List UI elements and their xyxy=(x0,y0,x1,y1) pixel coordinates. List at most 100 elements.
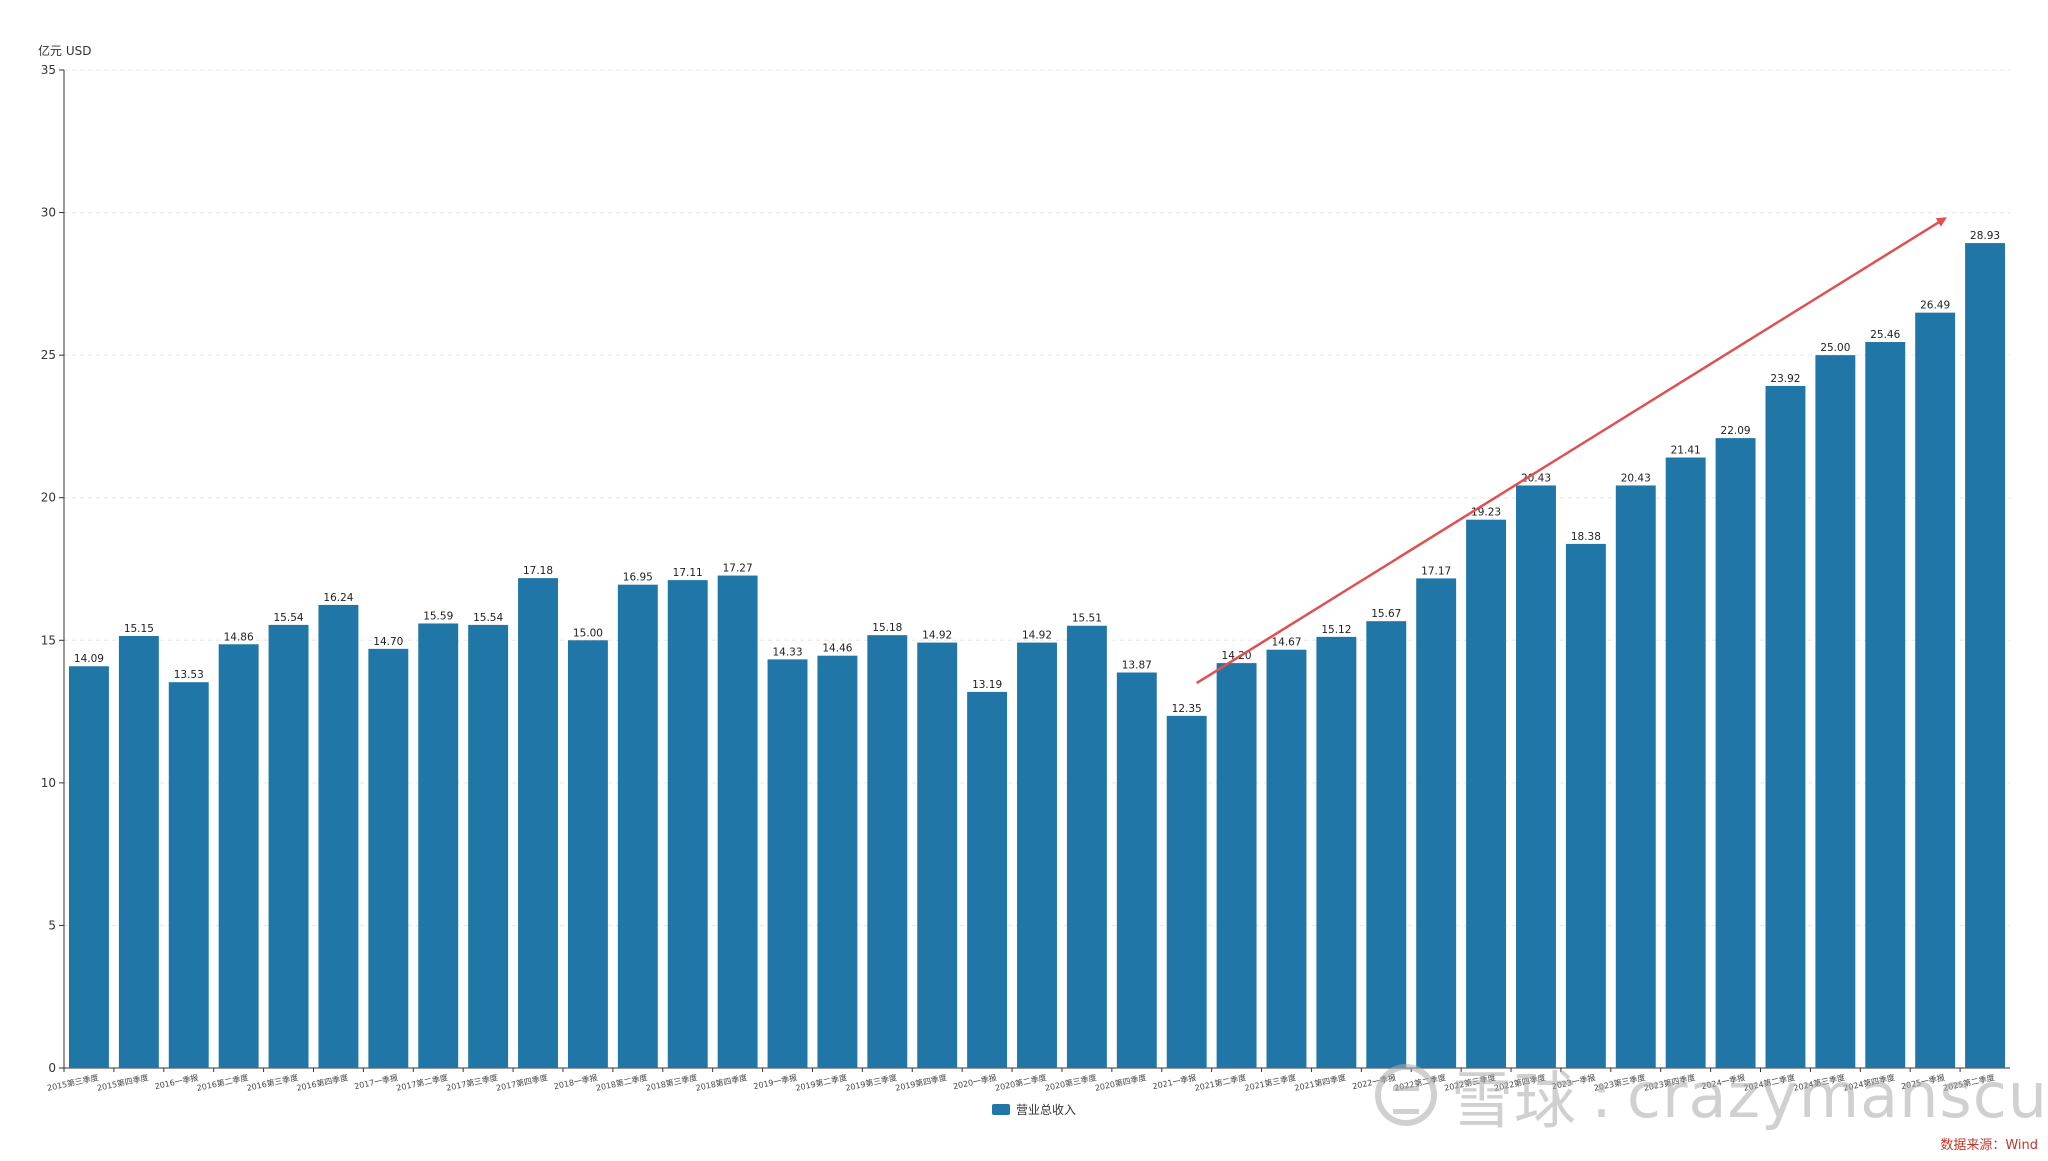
data-label: 16.95 xyxy=(623,572,653,584)
bar xyxy=(1166,715,1207,1068)
bar xyxy=(917,642,958,1068)
data-label: 14.09 xyxy=(74,653,104,665)
x-tick-label: 2017一季报 xyxy=(353,1072,398,1091)
chart-legend[interactable]: 营业总收入 xyxy=(992,1101,1076,1118)
bar xyxy=(867,635,908,1068)
data-label: 14.86 xyxy=(224,631,254,643)
bar xyxy=(1066,625,1107,1068)
x-tick-label: 2016第二季度 xyxy=(196,1072,249,1093)
legend-label: 营业总收入 xyxy=(1016,1103,1077,1117)
data-label: 25.46 xyxy=(1870,329,1900,341)
bar xyxy=(1965,243,2006,1068)
data-label: 13.53 xyxy=(174,669,204,681)
data-label: 14.92 xyxy=(922,630,952,642)
bar xyxy=(468,624,509,1068)
data-label: 17.17 xyxy=(1421,565,1451,577)
data-label: 15.12 xyxy=(1321,624,1351,636)
data-label: 22.09 xyxy=(1721,425,1751,437)
bar xyxy=(1116,672,1157,1068)
x-tick-label: 2017第三季度 xyxy=(445,1072,498,1093)
data-label: 18.38 xyxy=(1571,531,1601,543)
bar xyxy=(68,666,109,1068)
x-tick-label: 2020一季报 xyxy=(952,1072,997,1091)
data-label: 15.51 xyxy=(1072,613,1102,625)
x-tick-label: 2019第四季度 xyxy=(894,1072,947,1093)
x-tick-label: 2016第三季度 xyxy=(246,1072,299,1093)
bar xyxy=(368,648,409,1068)
bar xyxy=(1017,642,1057,1068)
data-label: 14.67 xyxy=(1271,637,1301,649)
x-tick-label: 2021第二季度 xyxy=(1194,1072,1247,1093)
watermark: 雪球 : crazymanscu xyxy=(1375,1050,2048,1140)
x-tick-label: 2017第二季度 xyxy=(395,1072,448,1093)
data-label: 20.43 xyxy=(1621,472,1651,484)
data-label: 14.46 xyxy=(822,643,852,655)
bar xyxy=(817,655,858,1068)
x-tick-label: 2020第四季度 xyxy=(1094,1072,1147,1093)
bar xyxy=(967,691,1008,1068)
y-tick-label: 20 xyxy=(41,491,56,505)
bar xyxy=(1266,649,1307,1068)
bar xyxy=(1366,621,1407,1068)
data-label: 14.70 xyxy=(373,636,403,648)
x-tick-label: 2017第四季度 xyxy=(495,1072,548,1093)
x-tick-label: 2018第三季度 xyxy=(645,1072,698,1093)
bar xyxy=(1516,485,1556,1069)
bar xyxy=(617,584,658,1068)
x-tick-label: 2018第二季度 xyxy=(595,1072,648,1093)
bar xyxy=(1466,519,1507,1068)
bar xyxy=(518,578,558,1068)
x-tick-label: 2015第三季度 xyxy=(46,1072,99,1093)
bar xyxy=(318,604,359,1068)
data-label: 21.41 xyxy=(1671,445,1701,457)
data-label: 16.24 xyxy=(323,592,353,604)
bar xyxy=(1316,636,1357,1068)
bar xyxy=(1216,663,1257,1068)
data-label: 17.11 xyxy=(673,567,703,579)
y-tick-label: 15 xyxy=(41,633,56,647)
bar xyxy=(717,575,758,1068)
bar xyxy=(767,659,808,1068)
data-label: 13.87 xyxy=(1122,660,1152,672)
watermark-separator: : xyxy=(1591,1058,1613,1132)
bar xyxy=(1416,578,1457,1068)
x-tick-label: 2020第三季度 xyxy=(1044,1072,1097,1093)
data-label: 15.15 xyxy=(124,623,154,635)
data-label: 12.35 xyxy=(1172,703,1202,715)
x-tick-label: 2016第四季度 xyxy=(296,1072,349,1093)
x-tick-label: 2021第三季度 xyxy=(1244,1072,1297,1093)
y-tick-label: 30 xyxy=(41,206,56,220)
data-label: 17.27 xyxy=(723,563,753,575)
x-tick-label: 2018第四季度 xyxy=(695,1072,748,1093)
data-label: 15.67 xyxy=(1371,608,1401,620)
watermark-brand: 雪球 xyxy=(1451,1064,1578,1137)
y-tick-label: 0 xyxy=(48,1061,56,1075)
bar xyxy=(1915,312,1956,1068)
data-label: 25.00 xyxy=(1820,342,1850,354)
bar xyxy=(1715,438,1756,1069)
x-tick-label: 2015第四季度 xyxy=(96,1072,149,1093)
bar xyxy=(1615,485,1656,1069)
bar xyxy=(168,682,209,1068)
data-label: 14.92 xyxy=(1022,630,1052,642)
bar xyxy=(1815,355,1856,1069)
y-tick-label: 25 xyxy=(41,348,56,362)
x-tick-label: 2018一季报 xyxy=(553,1072,598,1091)
data-label: 28.93 xyxy=(1970,230,2000,242)
data-label: 13.19 xyxy=(972,679,1002,691)
data-label: 15.54 xyxy=(274,612,304,624)
x-tick-label: 2019一季报 xyxy=(752,1072,797,1091)
data-source-note: 数据来源：Wind xyxy=(1940,1138,2038,1153)
legend-swatch xyxy=(992,1104,1010,1115)
x-tick-label: 2019第二季度 xyxy=(795,1072,848,1093)
bar xyxy=(1765,385,1806,1068)
data-label: 20.43 xyxy=(1521,472,1551,484)
trend-arrow xyxy=(1196,217,1947,685)
data-label: 15.54 xyxy=(473,612,503,624)
x-tick-label: 2020第二季度 xyxy=(994,1072,1047,1093)
bar xyxy=(118,636,159,1068)
bar xyxy=(1865,342,1906,1069)
x-tick-label: 2016一季报 xyxy=(154,1072,199,1091)
data-label: 15.59 xyxy=(423,610,453,622)
